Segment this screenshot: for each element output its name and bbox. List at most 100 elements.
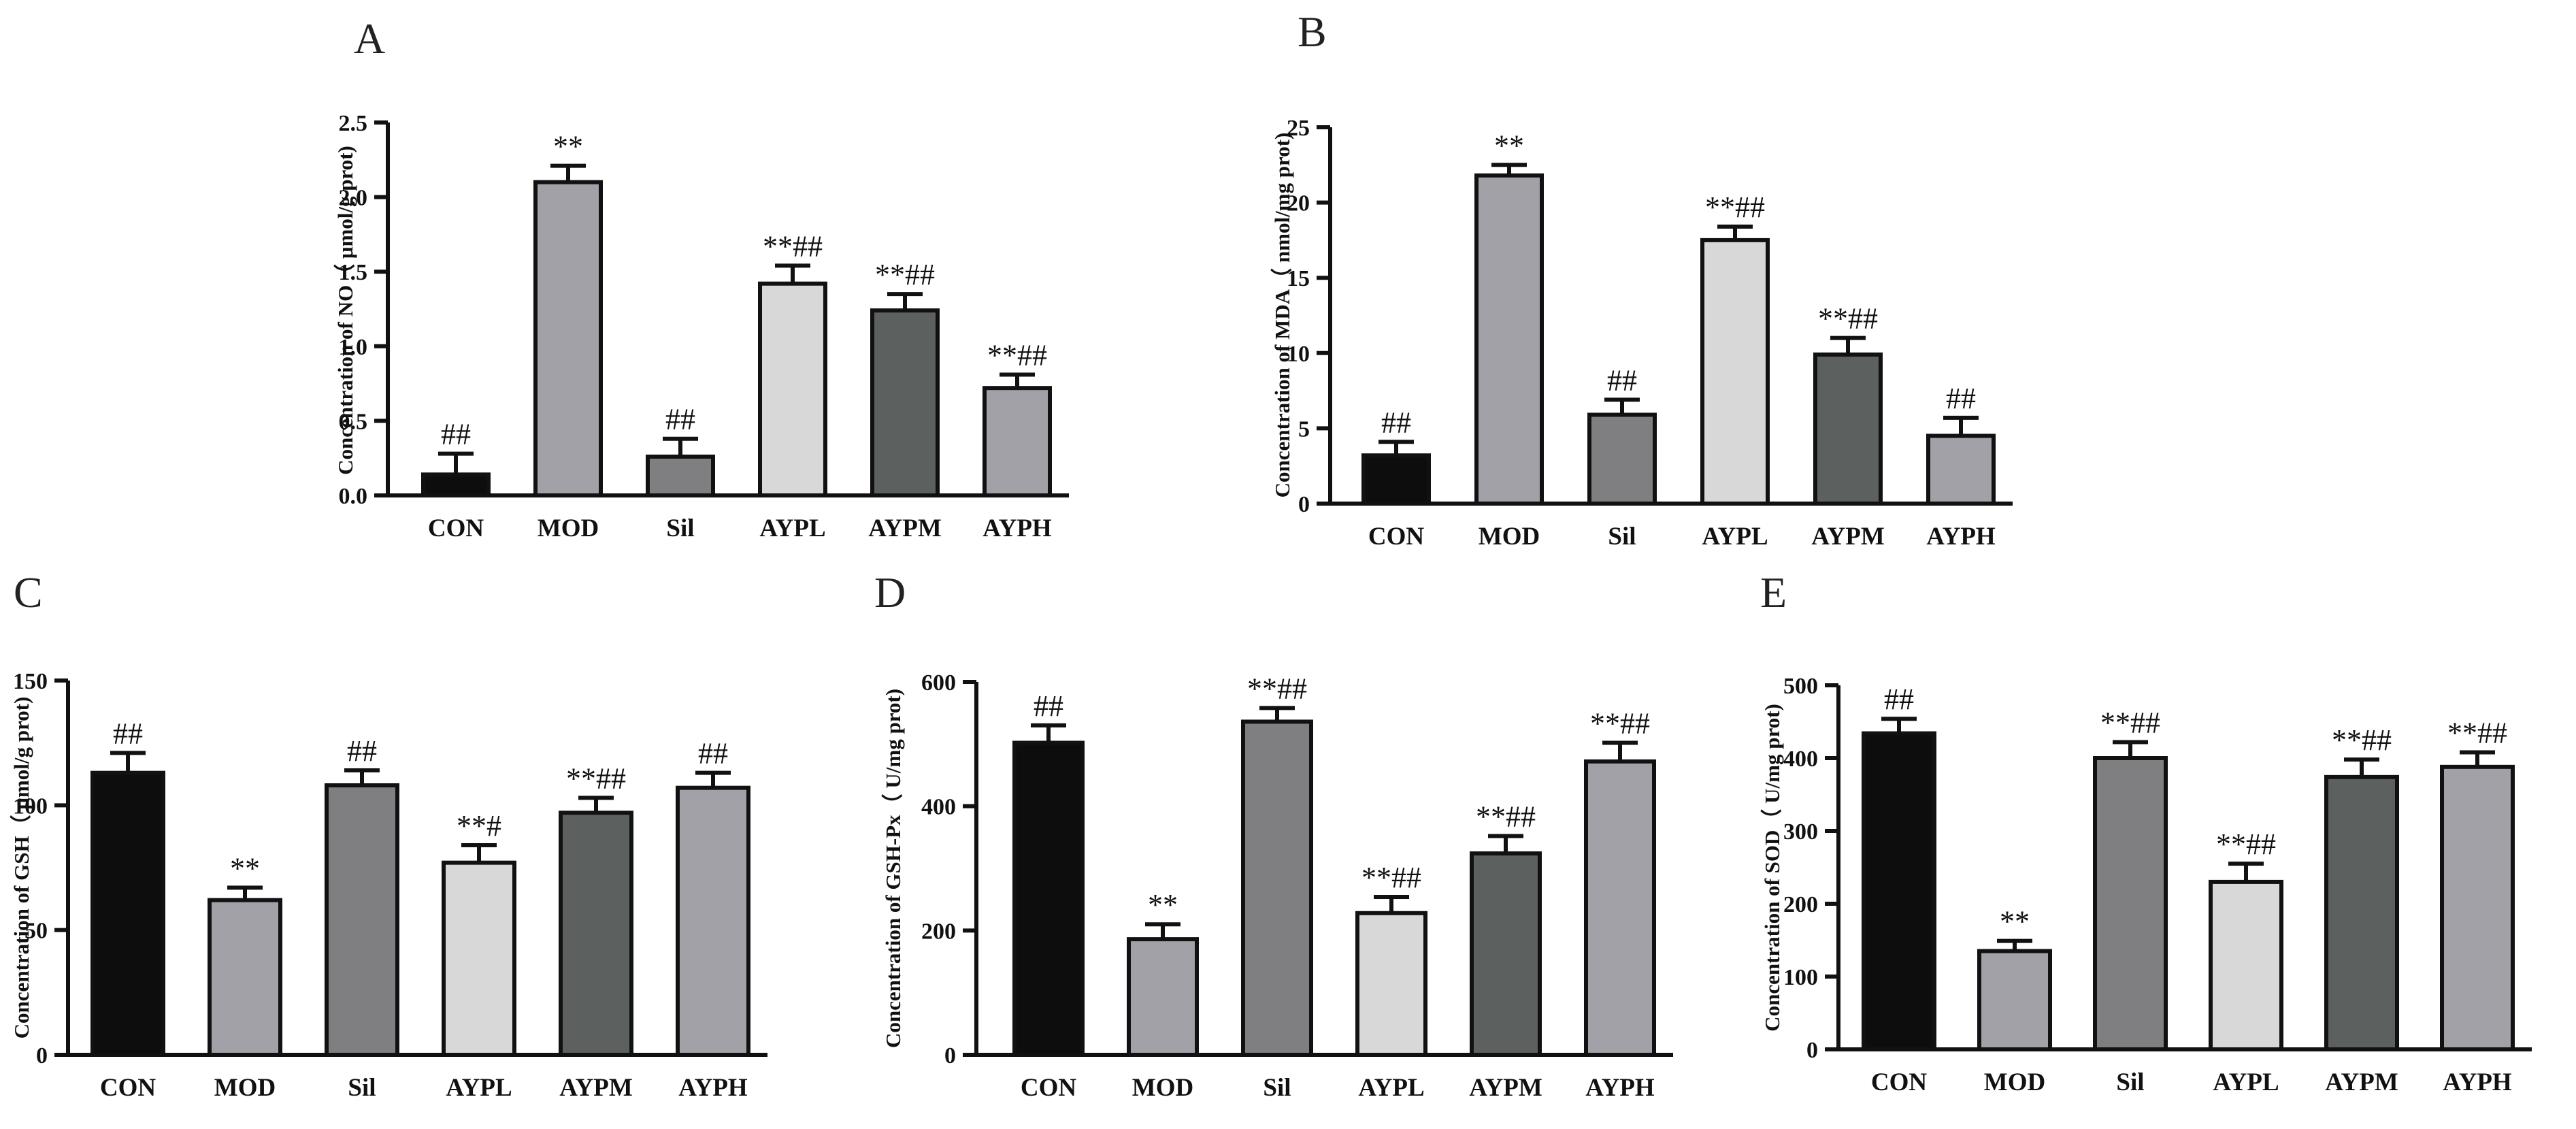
panel-letter-c: C — [14, 568, 43, 617]
x-tick-label: Sil — [1263, 1074, 1291, 1102]
y-tick-label: 20 — [1287, 191, 1310, 216]
significance-label: **## — [566, 762, 626, 795]
y-tick-label: 2.5 — [339, 111, 368, 136]
y-tick-label: 200 — [1783, 892, 1818, 917]
x-tick-label: CON — [1871, 1068, 1928, 1096]
y-tick-label: 0.0 — [339, 484, 368, 509]
y-tick-label: 1.5 — [339, 260, 368, 285]
significance-label: ** — [553, 130, 583, 163]
x-tick-label: AYPH — [1585, 1074, 1655, 1102]
bar-mod — [208, 898, 282, 1057]
x-tick-label: MOD — [1984, 1068, 2045, 1096]
y-tick-label: 150 — [13, 669, 48, 694]
panel-d-chart: D ## CON ** MOD **## Sil **## AYPL **## AYPM **## A… — [874, 568, 1673, 1102]
x-tick-label: AYPM — [2325, 1068, 2398, 1096]
significance-label: **## — [763, 229, 823, 263]
bar-mod — [533, 180, 603, 497]
x-tick-label: Sil — [2116, 1068, 2144, 1096]
significance-label: ## — [1946, 382, 1976, 415]
significance-label: **## — [1705, 191, 1765, 224]
bar-sil — [2093, 756, 2168, 1051]
x-tick-label: AYPM — [1469, 1074, 1542, 1102]
significance-label: ** — [1494, 129, 1524, 162]
significance-label: **## — [1247, 672, 1307, 705]
significance-label: ## — [1381, 406, 1411, 439]
y-tick-label: 100 — [1783, 965, 1818, 990]
y-tick-label: 400 — [921, 795, 956, 820]
bar-aypm — [1470, 851, 1542, 1057]
x-tick-label: MOD — [214, 1074, 276, 1102]
significance-label: ## — [113, 717, 143, 750]
x-tick-label: MOD — [1479, 523, 1540, 551]
bar-con — [90, 770, 165, 1057]
significance-label: ** — [2000, 905, 2030, 938]
panel-letter-e: E — [1760, 568, 1787, 617]
bar-ayph — [676, 785, 750, 1057]
x-tick-label: CON — [1368, 523, 1425, 551]
bar-ayph — [1926, 433, 1996, 506]
x-tick-label: AYPM — [1811, 523, 1885, 551]
y-axis-title: Concentration of GSH-Px（ U/mg prot) — [881, 689, 905, 1048]
x-tick-label: AYPH — [1926, 523, 1996, 551]
y-tick-label: 50 — [24, 919, 48, 944]
significance-label: **## — [2216, 828, 2276, 861]
bar-sil — [325, 783, 399, 1057]
bar-aypl — [442, 860, 516, 1057]
x-tick-label: CON — [428, 514, 484, 542]
bar-aypm — [1813, 353, 1883, 506]
panel-letter-d: D — [874, 568, 906, 617]
bar-con — [421, 472, 491, 498]
y-axis-title: Concentration of MDA（ nmol/mg prot) — [1270, 133, 1294, 498]
x-tick-label: AYPM — [868, 514, 942, 542]
y-axis-title: Concentration of NO（ μmol/g prot) — [333, 146, 357, 475]
x-tick-label: CON — [100, 1074, 156, 1102]
panel-c-chart: C ## CON ** MOD ## Sil **# AYPL **## AYPM ## AYPH 0 5… — [10, 568, 767, 1102]
significance-label: **# — [457, 809, 501, 842]
y-tick-label: 2.0 — [339, 186, 368, 211]
x-tick-label: AYPH — [982, 514, 1052, 542]
bar-sil — [1241, 719, 1313, 1058]
panel-letter-b: B — [1298, 7, 1327, 56]
bar-ayph — [2440, 764, 2515, 1051]
y-tick-label: 300 — [1783, 819, 1818, 845]
x-tick-label: AYPL — [446, 1074, 512, 1102]
panel-a-chart: A ## CON ** MOD ## Sil **## AYPL **## AYPM **## AYP… — [333, 14, 1069, 542]
y-axis-title: Concentration of SOD（ U/mg prot) — [1760, 704, 1784, 1032]
bar-aypl — [1355, 911, 1427, 1058]
y-tick-label: 100 — [13, 793, 48, 819]
bar-con — [1361, 453, 1431, 506]
significance-label: **## — [1818, 302, 1878, 336]
significance-label: **## — [1590, 707, 1650, 740]
significance-label: **## — [987, 338, 1047, 372]
significance-label: **## — [2447, 716, 2507, 749]
y-tick-label: 0 — [36, 1043, 48, 1068]
bar-sil — [1587, 412, 1657, 506]
significance-label: ## — [1034, 689, 1063, 723]
significance-label: ## — [665, 403, 695, 436]
y-tick-label: 0 — [944, 1043, 956, 1068]
y-tick-label: 5 — [1298, 416, 1310, 442]
panel-e-chart: E ## CON ** MOD **## Sil **## AYPL **## AYPM **## A… — [1760, 568, 2532, 1096]
x-tick-label: AYPH — [678, 1074, 748, 1102]
x-tick-label: AYPL — [2213, 1068, 2279, 1096]
x-tick-label: MOD — [538, 514, 599, 542]
y-tick-label: 1.0 — [339, 335, 368, 360]
x-tick-label: Sil — [666, 514, 694, 542]
significance-label: ** — [1148, 888, 1178, 921]
significance-label: ## — [1884, 683, 1914, 716]
bar-ayph — [1584, 759, 1656, 1057]
y-tick-label: 0 — [1298, 492, 1310, 517]
bar-mod — [1977, 949, 2052, 1052]
x-tick-label: AYPL — [1702, 523, 1768, 551]
y-tick-label: 200 — [921, 919, 956, 944]
significance-label: **## — [875, 258, 935, 291]
panel-b-chart: B ## CON ** MOD ## Sil **## AYPL **## AYPM ## AYPH 0… — [1270, 7, 2013, 551]
significance-label: ** — [230, 851, 260, 885]
bar-mod — [1474, 173, 1544, 506]
x-tick-label: AYPL — [759, 514, 825, 542]
x-tick-label: MOD — [1132, 1074, 1193, 1102]
y-tick-label: 15 — [1287, 266, 1310, 291]
x-tick-label: Sil — [348, 1074, 376, 1102]
y-tick-label: 600 — [921, 670, 956, 696]
bar-aypl — [1700, 238, 1770, 506]
